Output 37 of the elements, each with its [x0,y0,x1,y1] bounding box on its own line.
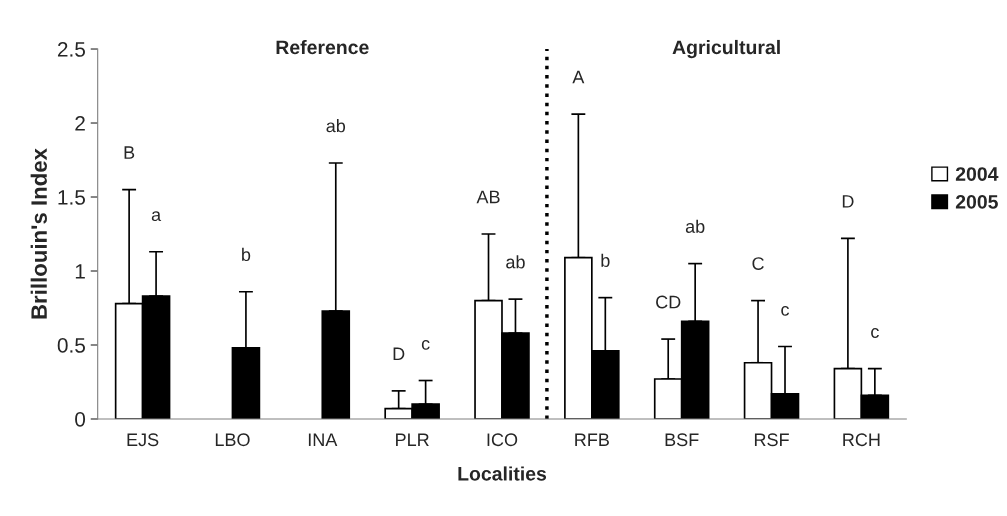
x-tick-label: PLR [396,433,429,446]
annotation: Agricultural [672,39,780,59]
y-axis-title: Brillouin's Index [30,148,47,319]
annotation: ab [685,219,705,233]
annotation: ab [506,255,525,269]
annotation: b [242,247,251,262]
x-tick-label: ICO [487,433,518,447]
annotation: D [393,347,405,361]
annotation: ab [326,119,346,133]
annotation: A [572,70,585,84]
annotation: c [421,339,430,350]
x-tick-label: LBO [215,433,250,447]
y-tick-label: 2 [75,116,85,131]
y-tick-label: 1.5 [58,190,85,205]
y-tick-label: 2.5 [57,42,85,57]
legend-label: 2005 [955,194,998,209]
x-tick-label: BSF [665,433,699,447]
annotation: c [781,305,790,316]
annotation: c [871,328,879,339]
y-tick-label: 1 [75,264,85,279]
annotation: B [124,146,135,159]
x-tick-label: RCH [843,433,880,447]
annotation: CD [656,295,681,309]
annotation: C [752,257,764,270]
y-tick-label: 0 [75,411,86,427]
x-tick-label: EJS [127,433,159,447]
annotation: a [151,211,162,222]
annotation: D [842,195,854,208]
x-tick-label: RSF [754,433,789,447]
annotation: AB [476,190,500,204]
x-tick-label: RFB [575,433,609,446]
legend-label: 2004 [955,167,999,181]
x-tick-label: INA [308,433,338,446]
annotation: b [601,253,610,267]
x-axis-title: Localities [458,466,547,481]
annotation: Reference [276,39,369,55]
y-tick-label: 0.5 [57,338,85,353]
